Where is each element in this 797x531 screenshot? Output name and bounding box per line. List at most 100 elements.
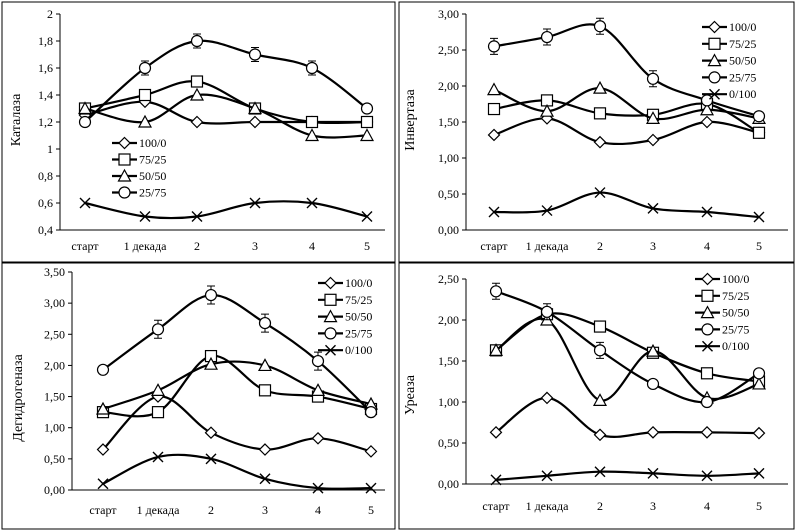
y-tick-label: 1,50 <box>44 390 65 404</box>
data-point <box>310 383 326 396</box>
x-tick-label: старт <box>480 239 508 253</box>
data-point <box>360 115 374 129</box>
data-point <box>541 205 553 217</box>
data-point <box>593 107 607 120</box>
legend-label: 75/25 <box>722 289 749 303</box>
data-point <box>647 202 659 214</box>
data-point <box>488 343 504 356</box>
x-tick-label: старт <box>71 239 99 253</box>
y-tick-label: 0,50 <box>438 436 459 450</box>
data-point <box>489 285 503 298</box>
data-point <box>646 377 660 391</box>
x-tick-label: 2 <box>597 499 603 513</box>
data-point <box>360 102 374 115</box>
x-tick-label: 1 декада <box>137 503 181 517</box>
data-point <box>752 367 766 380</box>
data-point <box>646 133 660 147</box>
data-point <box>257 358 273 372</box>
legend-marker <box>701 289 714 302</box>
series-5 <box>97 451 377 494</box>
legend-label: 75/25 <box>345 293 372 307</box>
legend-label: 0/100 <box>345 343 372 357</box>
y-axis-title: Дегидрогеназа <box>11 353 26 441</box>
y-tick-label: 3,50 <box>44 265 65 279</box>
data-point <box>593 135 607 149</box>
y-tick-label: 2,00 <box>44 358 65 372</box>
x-tick-label: 1 декада <box>124 239 168 253</box>
legend-label: 50/50 <box>345 310 372 324</box>
chart-frame <box>1 262 396 530</box>
data-point <box>699 102 715 116</box>
data-point <box>593 20 607 33</box>
series-4 <box>487 17 766 123</box>
legend-marker <box>707 53 722 67</box>
data-point <box>539 103 555 117</box>
y-tick-label: 1,50 <box>438 354 459 368</box>
y-tick-label: 1,00 <box>44 421 65 435</box>
data-point <box>205 453 217 465</box>
y-tick-label: 2,50 <box>438 272 459 286</box>
data-point <box>305 61 319 75</box>
data-point <box>540 30 554 44</box>
y-tick-label: 0,50 <box>44 452 65 466</box>
y-axis-title: Каталаза <box>9 93 24 146</box>
data-point <box>700 367 714 380</box>
data-point <box>487 128 501 142</box>
data-point <box>593 344 607 357</box>
data-point <box>540 391 554 405</box>
chart-panel-4: 0,00 0,50 1,00 1,50 2,00 2,50 Уреаза старт 1 дек… <box>398 262 795 530</box>
series-5 <box>79 197 373 222</box>
data-point <box>541 470 553 482</box>
data-point <box>752 426 766 440</box>
x-tick-label: 4 <box>704 499 710 513</box>
series-line <box>83 200 369 220</box>
x-tick-label: старт <box>89 503 117 517</box>
legend: 100/0 75/25 50/50 25/75 0/100 <box>702 20 756 101</box>
data-point <box>151 406 165 419</box>
data-point <box>248 48 262 61</box>
data-point <box>700 94 714 107</box>
data-point <box>646 72 660 85</box>
series-line <box>494 470 761 481</box>
chart-panel-3: 0,00 0,50 1,00 1,50 2,00 2,50 3,00 3,50 Дегидрог… <box>1 262 396 530</box>
data-point <box>152 451 164 463</box>
data-point <box>701 206 713 218</box>
x-tick-label: 1 декада <box>526 499 570 513</box>
legend-marker <box>708 20 721 34</box>
series-line <box>101 453 373 490</box>
series-3 <box>486 80 767 125</box>
legend-label: 25/75 <box>139 186 166 200</box>
x-tick-label: 3 <box>650 239 656 253</box>
data-point <box>247 101 263 115</box>
series-line <box>83 39 369 124</box>
legend-marker <box>118 136 131 150</box>
data-point <box>700 425 714 439</box>
y-tick-label: 0,00 <box>438 477 459 491</box>
data-point <box>305 115 319 129</box>
y-tick-label: 0,00 <box>438 223 459 237</box>
legend: 100/0 75/25 50/50 25/75 0/100 <box>695 272 749 353</box>
legend: 100/0 75/25 50/50 25/75 0/100 <box>318 276 372 357</box>
x-tick-label: 5 <box>756 239 762 253</box>
legend-marker <box>324 293 337 306</box>
data-point <box>259 473 271 485</box>
data-point <box>592 80 608 94</box>
data-point <box>312 482 324 494</box>
data-point <box>593 320 607 333</box>
x-tick-label: 4 <box>309 239 315 253</box>
chart-frame <box>398 1 795 263</box>
data-point <box>700 115 714 129</box>
series-3 <box>77 87 375 142</box>
data-point <box>248 115 262 129</box>
legend-label: 100/0 <box>729 20 756 34</box>
series-line <box>101 293 373 414</box>
data-point <box>361 211 373 222</box>
data-point <box>258 443 272 456</box>
y-tick-label: 2,50 <box>44 327 65 341</box>
legend-marker <box>324 276 337 290</box>
data-point <box>365 482 377 494</box>
y-axis-title: Уреаза <box>403 374 418 415</box>
x-tick-label: 2 <box>597 239 603 253</box>
data-point <box>139 211 151 222</box>
series-4 <box>489 282 766 409</box>
